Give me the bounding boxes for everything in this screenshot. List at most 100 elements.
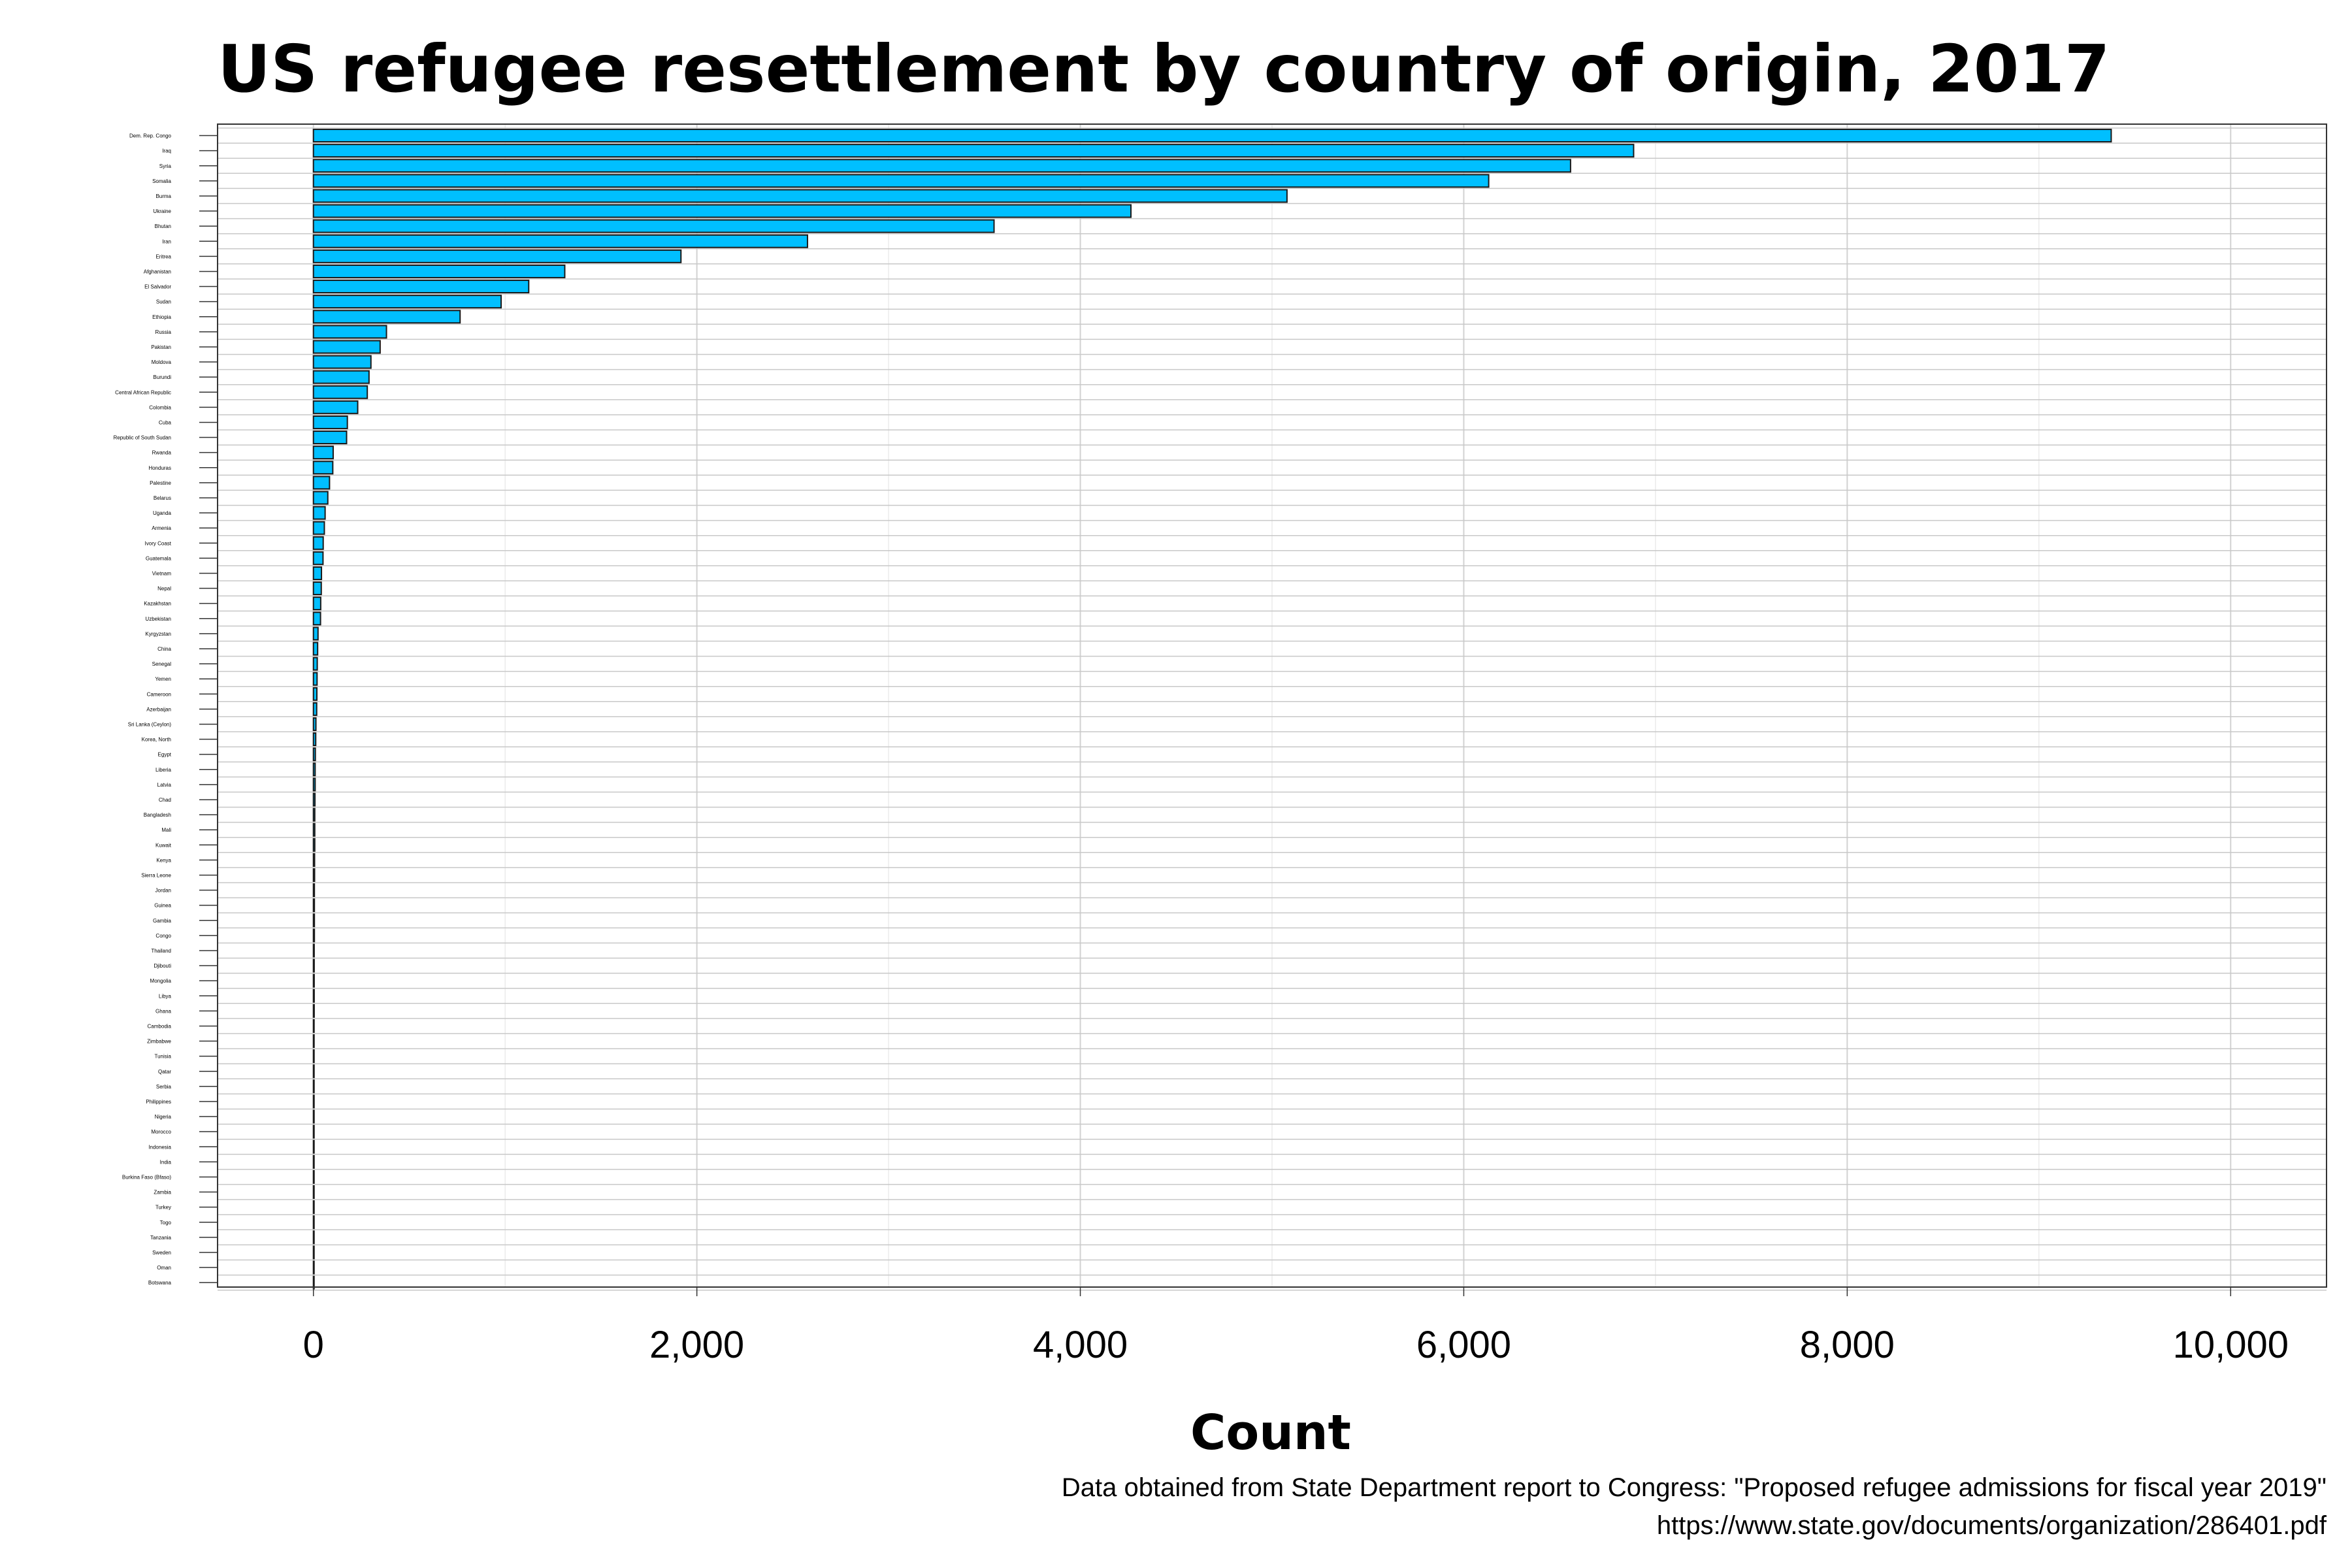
y-tick-label: Sierra Leone (141, 872, 171, 878)
y-tick-label: Bangladesh (144, 812, 171, 818)
y-tick-label: Republic of South Sudan (113, 435, 171, 441)
y-tick-label: Jordan (155, 888, 171, 894)
y-tick-label: Honduras (148, 465, 171, 471)
bar (312, 189, 1288, 203)
bar (312, 446, 334, 460)
bar (312, 838, 316, 852)
bar (312, 159, 1571, 173)
y-tick-label: Chad (159, 797, 171, 803)
y-tick-label: Senegal (152, 661, 172, 667)
x-tick-label: 6,000 (1416, 1324, 1511, 1366)
y-tick-label: Philippines (146, 1099, 171, 1105)
y-tick-label: Kyrgyzstan (145, 631, 171, 637)
y-tick-label: Kazakhstan (144, 601, 171, 607)
y-tick-label: Botswana (148, 1280, 172, 1286)
bar (312, 204, 1132, 218)
bar (312, 612, 321, 626)
y-tick-label: Nigeria (155, 1114, 172, 1120)
bar (312, 687, 318, 701)
bar (312, 476, 331, 490)
source-caption: Data obtained from State Department repo… (1062, 1473, 2327, 1502)
y-tick-label: Congo (155, 933, 171, 939)
bar (312, 234, 808, 248)
y-tick-label: Burkina Faso (Bfaso) (122, 1174, 171, 1180)
y-tick-label: El Salvador (144, 284, 171, 290)
y-tick-label: Kenya (156, 857, 171, 863)
y-tick-label: Latvia (157, 782, 172, 788)
bar (312, 385, 368, 399)
bar (312, 777, 316, 792)
y-tick-label: Korea, North (142, 737, 171, 743)
y-tick-label: Iran (162, 238, 171, 244)
bar (312, 370, 370, 384)
y-tick-label: Ethiopia (152, 314, 171, 320)
bar (312, 264, 566, 278)
y-tick-label: Sudan (156, 299, 171, 305)
bar (312, 174, 1490, 188)
bar (312, 144, 1635, 158)
y-tick-label: Cambodia (148, 1023, 172, 1029)
y-tick-label: Eritrea (155, 253, 171, 259)
y-tick-label: Togo (160, 1220, 172, 1226)
bar (312, 280, 530, 294)
bar (312, 657, 318, 671)
bar (312, 219, 995, 233)
y-tick-label: Armenia (152, 525, 171, 531)
x-tick-labels: 0 2,000 4,000 6,000 8,000 10,000 (303, 1287, 2289, 1366)
x-tick-label: 10,000 (2173, 1324, 2289, 1366)
y-tick-label: Syria (159, 163, 172, 169)
y-tick-labels: Dem. Rep. Congo Iraq Syria Somalia Burma Ukra… (113, 133, 218, 1286)
bar (312, 491, 329, 505)
y-tick-label: Egypt (158, 752, 172, 758)
y-tick-label: Uganda (153, 510, 172, 516)
y-tick-label: Nepal (157, 586, 171, 592)
bar (312, 642, 319, 656)
bar (312, 868, 316, 882)
y-tick-label: Djibouti (154, 963, 171, 969)
y-tick-label: Rwanda (152, 450, 172, 456)
y-tick-label: Sri Lanka (Ceylon) (128, 721, 172, 727)
x-tick-label: 8,000 (1800, 1324, 1895, 1366)
bar (312, 506, 326, 520)
y-tick-label: Tunisia (155, 1054, 172, 1060)
y-tick-label: Oman (157, 1265, 171, 1271)
y-tick-label: Yemen (155, 676, 171, 682)
bar (312, 400, 359, 414)
y-tick-label: Palestine (150, 480, 171, 486)
y-tick-label: Kuwait (155, 842, 172, 848)
bar (312, 295, 502, 309)
source-url: https://www.state.gov/documents/organiza… (1657, 1511, 2327, 1540)
x-tick-label: 2,000 (649, 1324, 744, 1366)
y-tick-label: Zimbabwe (147, 1039, 171, 1045)
y-tick-label: Zambia (154, 1190, 171, 1196)
y-tick-label: Guatemala (146, 555, 172, 561)
plot-frame (217, 123, 2327, 1288)
grid-lines (218, 124, 2327, 1291)
y-tick-label: Qatar (158, 1069, 171, 1075)
y-tick-label: Uzbekistan (145, 616, 171, 622)
bar (312, 717, 317, 731)
x-tick-label: 0 (303, 1324, 324, 1366)
y-tick-label: Thailand (151, 948, 171, 954)
chart-title: US refugee resettlement by country of or… (218, 31, 2110, 107)
y-tick-label: Tanzania (150, 1235, 172, 1241)
bar (312, 596, 321, 611)
y-tick-label: Gambia (153, 918, 172, 924)
bar (312, 566, 323, 580)
y-tick-label: Serbia (156, 1084, 172, 1090)
bar (312, 853, 316, 867)
y-tick-label: Libya (159, 993, 172, 999)
y-tick-label: Turkey (155, 1205, 171, 1211)
y-tick-label: Central African Republic (115, 389, 171, 395)
bar (312, 627, 319, 641)
y-tick-label: Ivory Coast (145, 540, 172, 546)
bar (312, 325, 387, 339)
bar (312, 672, 318, 686)
y-tick-label: Iraq (162, 148, 171, 154)
bar (312, 129, 2112, 143)
y-tick-label: Guinea (154, 903, 171, 909)
y-tick-label: Liberia (155, 767, 172, 773)
y-tick-label: Cameroon (147, 691, 171, 697)
bar (312, 581, 322, 596)
